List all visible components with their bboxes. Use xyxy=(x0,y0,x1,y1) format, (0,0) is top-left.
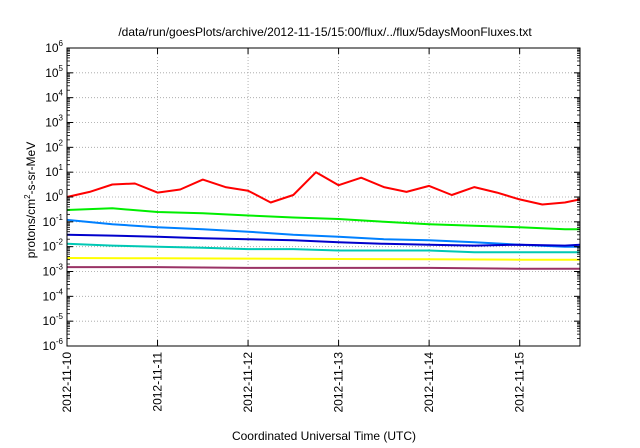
y-tick-base: 10 xyxy=(45,165,59,179)
y-tick-label: 10-5 xyxy=(43,312,64,328)
y-tick-exp: -4 xyxy=(56,287,64,296)
y-tick-base: 10 xyxy=(45,66,59,80)
y-tick-exp: 6 xyxy=(59,39,64,48)
y-tick-base: 10 xyxy=(43,339,57,353)
series-layer xyxy=(66,171,581,270)
y-tick-base: 10 xyxy=(43,314,57,328)
y-tick-exp: 3 xyxy=(59,114,64,123)
series-line-7 xyxy=(67,266,580,270)
y-tick-base: 10 xyxy=(45,140,59,154)
y-tick-base: 10 xyxy=(43,215,57,229)
x-tick-label: 2012-11-15 xyxy=(513,352,527,413)
y-tick-label: 105 xyxy=(45,64,63,80)
y-tick-exp: -6 xyxy=(56,337,64,346)
y-tick-label: 10-4 xyxy=(43,287,64,303)
y-tick-label: 10-2 xyxy=(43,238,64,254)
plot-frame xyxy=(66,47,581,347)
y-tick-exp: -5 xyxy=(56,312,64,321)
y-tick-label: 100 xyxy=(45,188,63,204)
series-line-1 xyxy=(66,171,581,206)
y-tick-base: 10 xyxy=(43,289,57,303)
x-tick-label: 2012-11-14 xyxy=(422,352,436,413)
y-tick-label: 101 xyxy=(45,163,63,179)
y-tick-base: 10 xyxy=(43,240,57,254)
series-line-6 xyxy=(66,257,580,261)
y-tick-exp: -3 xyxy=(56,263,64,272)
y-tick-label: 104 xyxy=(45,89,63,105)
y-tick-exp: 4 xyxy=(59,89,64,98)
y-tick-label: 10-1 xyxy=(43,213,64,229)
series-line-3 xyxy=(66,218,580,248)
y-tick-base: 10 xyxy=(45,116,59,130)
grid xyxy=(67,48,580,346)
y-axis-ticks: 10-610-510-410-310-210-11001011021031041… xyxy=(43,39,580,353)
y-tick-label: 10-6 xyxy=(43,337,64,353)
x-tick-label: 2012-11-12 xyxy=(241,352,255,413)
x-tick-label: 2012-11-11 xyxy=(151,352,165,412)
x-tick-label: 2012-11-10 xyxy=(60,352,74,413)
y-tick-label: 10-3 xyxy=(43,263,64,279)
x-axis-label: Coordinated Universal Time (UTC) xyxy=(232,429,416,443)
y-tick-base: 10 xyxy=(45,91,59,105)
series-line-5 xyxy=(66,242,580,254)
y-tick-base: 10 xyxy=(45,41,59,55)
y-tick-exp: 2 xyxy=(59,138,64,147)
y-tick-exp: 0 xyxy=(59,188,64,197)
x-tick-label: 2012-11-13 xyxy=(332,352,346,413)
x-axis-ticks: 2012-11-10 2012-11-11 2012-11-12 2012-11-13… xyxy=(60,48,527,413)
y-tick-exp: -2 xyxy=(56,238,64,247)
y-tick-label: 106 xyxy=(45,39,63,55)
y-tick-base: 10 xyxy=(45,190,59,204)
chart-title: /data/run/goesPlots/archive/2012-11-15/1… xyxy=(118,25,532,39)
series-line-4 xyxy=(66,233,581,247)
y-tick-exp: 5 xyxy=(59,64,64,73)
y-axis-label: protons/cm2-s-sr-MeV xyxy=(23,142,38,258)
y-tick-exp: 1 xyxy=(59,163,64,172)
y-tick-exp: -1 xyxy=(56,213,64,222)
series-line-2 xyxy=(66,207,580,231)
y-tick-label: 102 xyxy=(45,138,63,154)
y-tick-label: 103 xyxy=(45,114,63,130)
y-tick-base: 10 xyxy=(43,265,57,279)
